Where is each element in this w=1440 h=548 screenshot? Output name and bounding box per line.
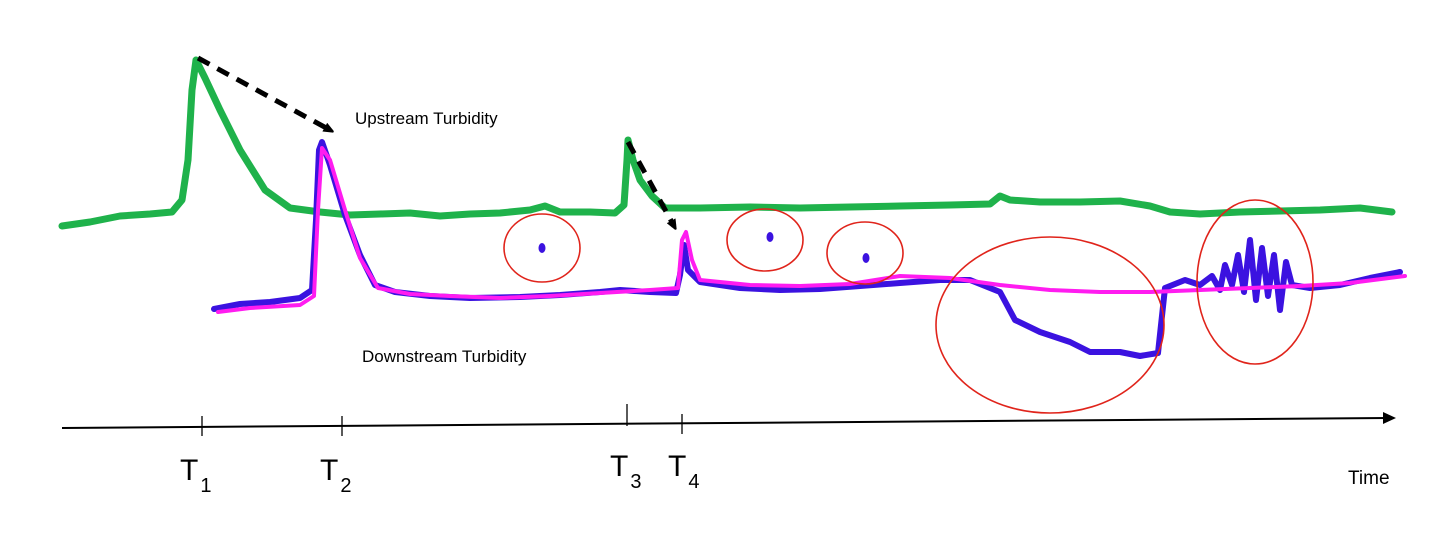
downstream-predicted-line bbox=[216, 146, 1407, 314]
upstream-label: Upstream Turbidity bbox=[355, 109, 498, 128]
time-axis-label: Time bbox=[1348, 468, 1390, 489]
time-axis-arrowhead bbox=[1383, 412, 1396, 424]
anomaly-circle bbox=[1196, 199, 1314, 365]
delay-arrow bbox=[196, 55, 330, 130]
anomaly-point bbox=[766, 232, 774, 242]
anomaly-circle bbox=[726, 208, 804, 272]
delay-arrow bbox=[625, 140, 674, 226]
anomaly-point bbox=[862, 253, 870, 263]
anomaly-circle bbox=[935, 236, 1165, 414]
time-axis bbox=[61, 417, 1389, 429]
upstream-turbidity-line bbox=[58, 56, 1396, 230]
downstream-label: Downstream Turbidity bbox=[362, 347, 527, 366]
anomaly-circle bbox=[826, 221, 904, 285]
anomaly-point bbox=[538, 243, 546, 253]
anomaly-circle bbox=[503, 213, 581, 283]
downstream-measured-line bbox=[211, 139, 1403, 359]
